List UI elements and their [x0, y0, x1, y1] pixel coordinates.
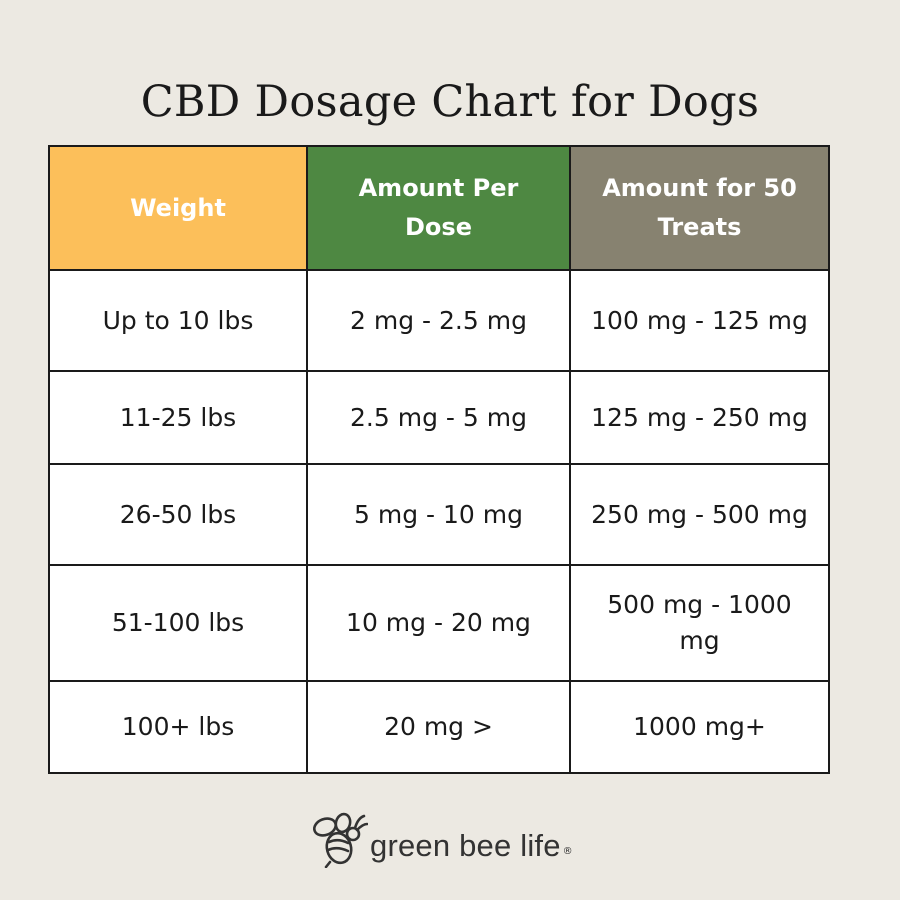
weight-cell: 11-25 lbs [48, 370, 308, 465]
header-amount-per-dose: Amount Per Dose [306, 145, 571, 271]
treats-cell: 250 mg - 500 mg [569, 463, 830, 566]
brand-logo: green bee life ® [310, 808, 573, 868]
treats-cell: 1000 mg+ [569, 680, 830, 774]
dose-cell: 2.5 mg - 5 mg [306, 370, 571, 465]
weight-cell: 100+ lbs [48, 680, 308, 774]
bee-icon [310, 808, 368, 868]
dose-cell: 2 mg - 2.5 mg [306, 269, 571, 372]
weight-cell: 26-50 lbs [48, 463, 308, 566]
page-title: CBD Dosage Chart for Dogs [140, 76, 760, 127]
weight-cell: 51-100 lbs [48, 564, 308, 682]
table-row: Up to 10 lbs 2 mg - 2.5 mg 100 mg - 125 … [48, 269, 830, 372]
treats-cell: 125 mg - 250 mg [569, 370, 830, 465]
treats-cell: 500 mg - 1000 mg [569, 564, 830, 682]
table-row: 11-25 lbs 2.5 mg - 5 mg 125 mg - 250 mg [48, 370, 830, 465]
dose-cell: 10 mg - 20 mg [306, 564, 571, 682]
registered-mark: ® [562, 845, 573, 857]
header-weight: Weight [48, 145, 308, 271]
brand-name: green bee life [370, 828, 561, 863]
dose-cell: 5 mg - 10 mg [306, 463, 571, 566]
header-amount-for-50-treats: Amount for 50 Treats [569, 145, 830, 271]
treats-cell: 100 mg - 125 mg [569, 269, 830, 372]
table-row: 26-50 lbs 5 mg - 10 mg 250 mg - 500 mg [48, 463, 830, 566]
table-row: 51-100 lbs 10 mg - 20 mg 500 mg - 1000 m… [48, 564, 830, 682]
table-row: 100+ lbs 20 mg > 1000 mg+ [48, 680, 830, 774]
dose-cell: 20 mg > [306, 680, 571, 774]
table-header-row: Weight Amount Per Dose Amount for 50 Tre… [48, 145, 830, 271]
dosage-table: Weight Amount Per Dose Amount for 50 Tre… [48, 145, 830, 774]
weight-cell: Up to 10 lbs [48, 269, 308, 372]
